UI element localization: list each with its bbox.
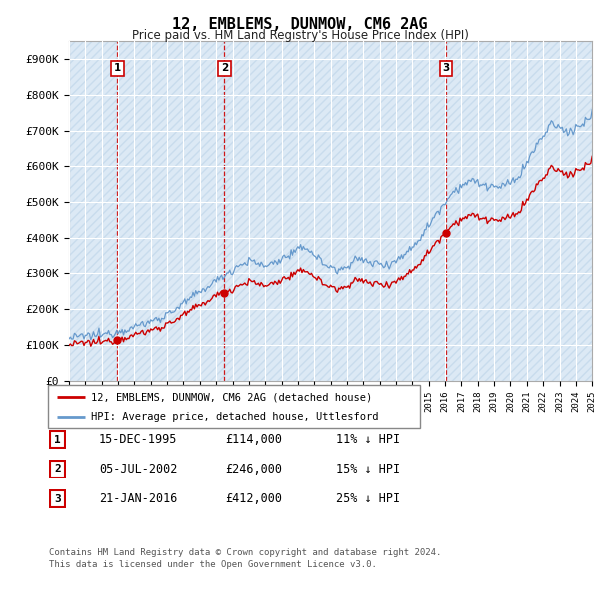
Text: 2: 2 [54, 464, 61, 474]
Text: Contains HM Land Registry data © Crown copyright and database right 2024.
This d: Contains HM Land Registry data © Crown c… [49, 548, 442, 569]
FancyBboxPatch shape [50, 461, 65, 477]
Text: 21-JAN-2016: 21-JAN-2016 [99, 492, 178, 505]
Text: 2: 2 [221, 64, 228, 73]
Text: 3: 3 [54, 494, 61, 503]
Text: 15% ↓ HPI: 15% ↓ HPI [336, 463, 400, 476]
Text: 05-JUL-2002: 05-JUL-2002 [99, 463, 178, 476]
Text: HPI: Average price, detached house, Uttlesford: HPI: Average price, detached house, Uttl… [91, 412, 378, 422]
Text: Price paid vs. HM Land Registry's House Price Index (HPI): Price paid vs. HM Land Registry's House … [131, 30, 469, 42]
Text: 3: 3 [442, 64, 449, 73]
Text: £412,000: £412,000 [225, 492, 282, 505]
Text: £246,000: £246,000 [225, 463, 282, 476]
Text: 15-DEC-1995: 15-DEC-1995 [99, 433, 178, 446]
Text: 25% ↓ HPI: 25% ↓ HPI [336, 492, 400, 505]
Text: £114,000: £114,000 [225, 433, 282, 446]
Text: 1: 1 [54, 435, 61, 444]
Text: 11% ↓ HPI: 11% ↓ HPI [336, 433, 400, 446]
Text: 12, EMBLEMS, DUNMOW, CM6 2AG (detached house): 12, EMBLEMS, DUNMOW, CM6 2AG (detached h… [91, 392, 372, 402]
FancyBboxPatch shape [50, 431, 65, 448]
FancyBboxPatch shape [50, 490, 65, 507]
Text: 12, EMBLEMS, DUNMOW, CM6 2AG: 12, EMBLEMS, DUNMOW, CM6 2AG [172, 17, 428, 31]
Text: 1: 1 [114, 64, 121, 73]
FancyBboxPatch shape [48, 385, 420, 428]
